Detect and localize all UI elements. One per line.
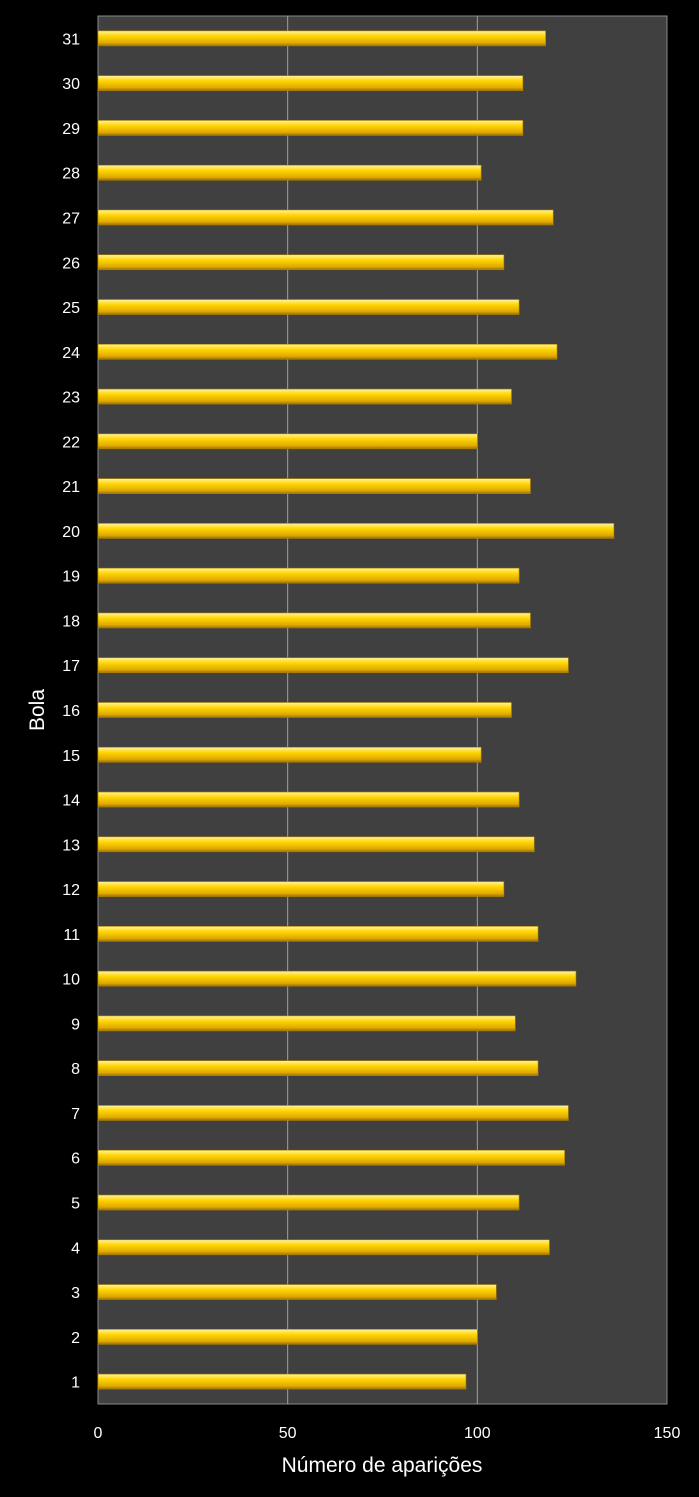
bar-29 bbox=[97, 120, 524, 136]
y-tick-label: 16 bbox=[62, 703, 80, 720]
y-tick-label: 5 bbox=[71, 1196, 80, 1213]
bar-24 bbox=[97, 344, 558, 360]
y-tick-label: 27 bbox=[62, 210, 80, 227]
bar-14 bbox=[97, 791, 520, 808]
y-tick-label: 19 bbox=[62, 569, 80, 586]
bar-21 bbox=[97, 478, 531, 494]
bar-20 bbox=[97, 523, 615, 539]
bar-16 bbox=[97, 702, 512, 718]
y-tick-label: 20 bbox=[62, 524, 80, 541]
bar-27 bbox=[97, 209, 554, 226]
bar-12 bbox=[97, 881, 505, 897]
y-tick-label: 11 bbox=[63, 927, 80, 944]
y-tick-label: 1 bbox=[71, 1375, 80, 1392]
bar-7 bbox=[97, 1105, 569, 1121]
x-tick-label: 0 bbox=[94, 1425, 103, 1442]
y-tick-label: 18 bbox=[62, 613, 80, 630]
x-tick-label: 100 bbox=[464, 1425, 491, 1442]
y-tick-label: 12 bbox=[62, 882, 80, 899]
y-tick-label: 24 bbox=[62, 345, 80, 362]
y-tick-label: 3 bbox=[71, 1285, 80, 1302]
y-tick-label: 6 bbox=[71, 1151, 80, 1168]
y-tick-label: 8 bbox=[71, 1061, 80, 1078]
bar-19 bbox=[97, 567, 520, 584]
y-tick-label: 28 bbox=[62, 166, 80, 183]
bar-15 bbox=[97, 746, 482, 763]
x-axis-label: Número de aparições bbox=[282, 1454, 483, 1477]
bar-10 bbox=[97, 970, 577, 987]
bar-6 bbox=[97, 1149, 565, 1166]
bar-30 bbox=[97, 75, 524, 91]
bar-26 bbox=[97, 254, 505, 271]
y-tick-label: 13 bbox=[62, 837, 80, 854]
y-tick-label: 7 bbox=[71, 1106, 80, 1123]
y-tick-label: 21 bbox=[62, 479, 80, 496]
y-tick-label: 22 bbox=[62, 434, 80, 451]
y-tick-label: 14 bbox=[62, 793, 80, 810]
x-tick-label: 50 bbox=[279, 1425, 297, 1442]
y-tick-label: 26 bbox=[62, 255, 80, 272]
y-tick-label: 23 bbox=[62, 390, 80, 407]
bar-17 bbox=[97, 657, 569, 674]
y-tick-label: 10 bbox=[62, 972, 80, 989]
x-tick-label: 150 bbox=[654, 1425, 681, 1442]
bar-13 bbox=[97, 836, 535, 853]
bar-23 bbox=[97, 388, 512, 405]
y-tick-label: 17 bbox=[62, 658, 80, 675]
y-tick-label: 25 bbox=[62, 300, 80, 317]
bar-28 bbox=[97, 164, 482, 181]
y-tick-label: 31 bbox=[62, 31, 80, 48]
y-tick-label: 15 bbox=[62, 748, 80, 765]
y-tick-label: 4 bbox=[71, 1240, 80, 1257]
y-tick-label: 29 bbox=[62, 121, 80, 138]
bar-31 bbox=[97, 30, 546, 47]
y-tick-label: 9 bbox=[71, 1016, 80, 1033]
bar-1 bbox=[97, 1373, 467, 1390]
bar-5 bbox=[97, 1194, 520, 1211]
bar-18 bbox=[97, 612, 531, 629]
bar-11 bbox=[97, 926, 539, 942]
bar-3 bbox=[97, 1284, 497, 1300]
y-axis-label: Bola bbox=[26, 689, 49, 731]
bar-25 bbox=[97, 299, 520, 315]
bar-9 bbox=[97, 1015, 516, 1032]
bar-22 bbox=[97, 433, 478, 450]
bar-8 bbox=[97, 1060, 539, 1076]
y-tick-label: 30 bbox=[62, 76, 80, 93]
y-tick-label: 2 bbox=[71, 1330, 80, 1347]
bar-2 bbox=[97, 1329, 478, 1345]
bar-4 bbox=[97, 1239, 550, 1256]
